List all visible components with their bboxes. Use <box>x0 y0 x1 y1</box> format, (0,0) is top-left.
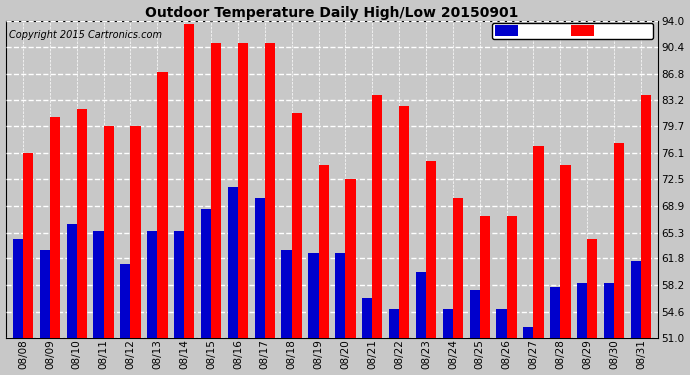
Bar <box>211 43 221 338</box>
Bar <box>533 146 544 338</box>
Bar <box>453 198 463 338</box>
Bar <box>469 290 480 338</box>
Bar <box>426 161 436 338</box>
Bar <box>104 126 114 338</box>
Text: Copyright 2015 Cartronics.com: Copyright 2015 Cartronics.com <box>9 30 162 40</box>
Bar <box>282 250 292 338</box>
Bar <box>130 126 141 338</box>
Bar <box>577 283 587 338</box>
Bar <box>319 165 328 338</box>
Bar <box>255 198 265 338</box>
Bar <box>550 286 560 338</box>
Bar <box>184 24 195 338</box>
Bar <box>201 209 211 338</box>
Bar <box>443 309 453 338</box>
Bar <box>631 261 641 338</box>
Bar <box>265 43 275 338</box>
Bar <box>560 165 571 338</box>
Bar <box>13 238 23 338</box>
Bar <box>50 117 60 338</box>
Bar <box>506 216 517 338</box>
Bar <box>523 327 533 338</box>
Bar <box>292 113 302 338</box>
Bar <box>174 231 184 338</box>
Bar <box>641 94 651 338</box>
Bar <box>373 94 382 338</box>
Bar <box>362 298 373 338</box>
Bar <box>480 216 490 338</box>
Bar <box>228 187 238 338</box>
Bar <box>77 110 87 338</box>
Title: Outdoor Temperature Daily High/Low 20150901: Outdoor Temperature Daily High/Low 20150… <box>146 6 519 20</box>
Bar <box>399 106 409 338</box>
Bar <box>614 142 624 338</box>
Bar <box>93 231 104 338</box>
Bar <box>604 283 614 338</box>
Bar <box>238 43 248 338</box>
Bar <box>308 253 319 338</box>
Bar <box>157 72 168 338</box>
Bar <box>23 153 33 338</box>
Bar <box>389 309 399 338</box>
Bar <box>147 231 157 338</box>
Bar <box>496 309 506 338</box>
Bar <box>335 253 346 338</box>
Bar <box>416 272 426 338</box>
Bar <box>346 180 355 338</box>
Bar <box>120 264 130 338</box>
Legend: Low  (°F), High  (°F): Low (°F), High (°F) <box>493 23 653 39</box>
Bar <box>40 250 50 338</box>
Bar <box>66 224 77 338</box>
Bar <box>587 238 598 338</box>
